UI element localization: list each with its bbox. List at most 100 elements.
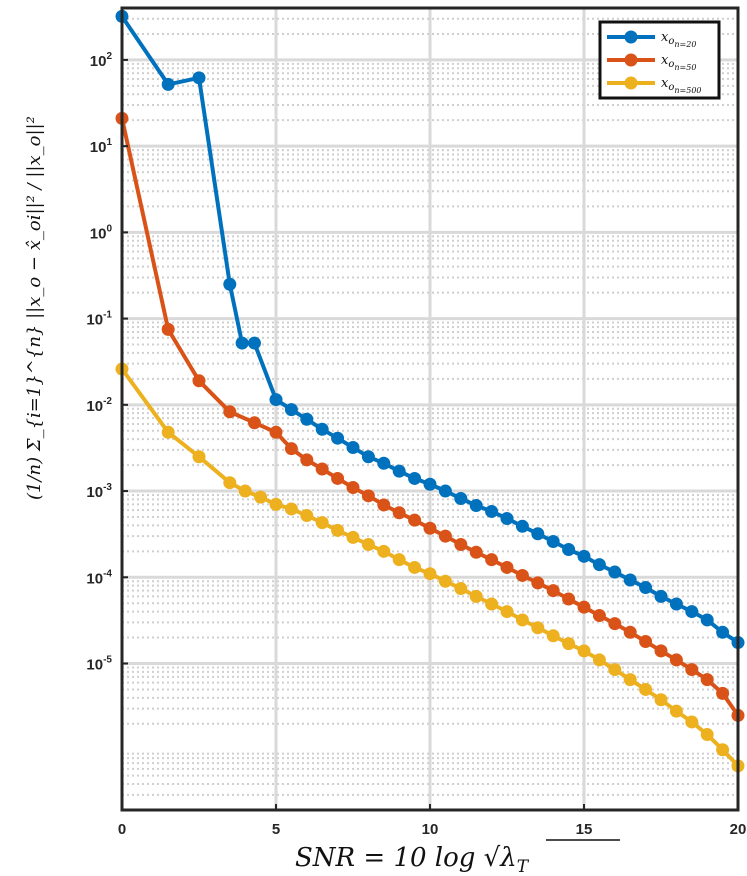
data-point <box>161 425 175 439</box>
data-point <box>235 336 249 350</box>
data-point <box>531 527 545 541</box>
data-point <box>592 653 606 667</box>
data-point <box>608 565 622 579</box>
legend-swatch-marker <box>624 53 638 67</box>
data-point <box>500 560 514 574</box>
data-point <box>531 576 545 590</box>
x-axis-ticks: 0 5 10 15 20 <box>118 804 747 838</box>
data-point <box>315 516 329 530</box>
data-point <box>639 634 653 648</box>
y-tick-label: 10-5 <box>86 655 112 674</box>
y-axis-label-text: (1/n) Σ_{i=1}^{n} ||x_o − x̂_oi||² / ||x… <box>24 116 45 500</box>
y-tick-label: 10-4 <box>86 568 112 587</box>
data-point <box>469 589 483 603</box>
data-point <box>515 519 529 533</box>
data-point <box>546 584 560 598</box>
data-point <box>716 686 730 700</box>
data-point <box>346 480 360 494</box>
data-point <box>608 617 622 631</box>
data-point <box>438 484 452 498</box>
data-point <box>639 581 653 595</box>
legend-swatch-marker <box>624 30 638 44</box>
data-point <box>315 422 329 436</box>
data-point <box>300 453 314 467</box>
data-point <box>716 625 730 639</box>
x-tick-label: 20 <box>730 821 747 838</box>
data-point <box>608 663 622 677</box>
series-1 <box>115 9 745 650</box>
x-tick-label: 5 <box>272 821 280 838</box>
data-point <box>454 582 468 596</box>
data-point <box>531 621 545 635</box>
data-point <box>654 693 668 707</box>
data-point <box>546 629 560 643</box>
data-point <box>361 537 375 551</box>
data-point <box>223 476 237 490</box>
data-point <box>454 537 468 551</box>
svg-text:SNR = 10 log √λT: SNR = 10 log √λT <box>295 843 530 876</box>
data-point <box>700 673 714 687</box>
series-2 <box>115 111 745 722</box>
data-point <box>269 425 283 439</box>
data-point <box>469 545 483 559</box>
data-point <box>669 597 683 611</box>
data-point <box>716 743 730 757</box>
data-point <box>485 553 499 567</box>
data-point <box>408 560 422 574</box>
data-point <box>392 553 406 567</box>
data-point <box>331 471 345 485</box>
data-point <box>377 456 391 470</box>
x-axis-label-text: SNR = 10 log √λ <box>295 843 517 873</box>
data-point <box>515 613 529 627</box>
x-tick-label: 0 <box>118 821 126 838</box>
y-tick-label: 10-2 <box>86 396 112 415</box>
data-point <box>562 542 576 556</box>
data-point <box>562 637 576 651</box>
data-point <box>685 605 699 619</box>
y-tick-label: 101 <box>90 137 113 156</box>
data-point <box>247 416 261 430</box>
data-point <box>315 462 329 476</box>
data-point <box>500 512 514 526</box>
data-point <box>500 605 514 619</box>
data-point <box>361 450 375 464</box>
data-point <box>423 567 437 581</box>
data-point <box>669 653 683 667</box>
data-point <box>192 374 206 388</box>
series-layer <box>115 9 745 773</box>
data-point <box>685 663 699 677</box>
y-tick-label: 102 <box>90 51 113 70</box>
data-point <box>454 491 468 505</box>
data-point <box>423 477 437 491</box>
legend-label: xon=500 <box>661 76 702 95</box>
y-axis-ticks: 102 101 100 10-1 10-2 10-3 10-4 10-5 <box>86 51 128 674</box>
data-point <box>392 506 406 520</box>
data-point <box>192 450 206 464</box>
x-tick-label: 15 <box>576 821 593 838</box>
data-point <box>485 597 499 611</box>
data-point <box>408 513 422 527</box>
data-point <box>623 673 637 687</box>
legend-label: xon=20 <box>661 30 696 49</box>
data-point <box>700 613 714 627</box>
data-point <box>562 592 576 606</box>
y-tick-label: 100 <box>90 223 113 242</box>
data-point <box>192 71 206 85</box>
data-point <box>408 471 422 485</box>
data-point <box>669 704 683 718</box>
data-point <box>469 498 483 512</box>
data-point <box>485 504 499 518</box>
x-axis-label: SNR = 10 log √λT <box>295 839 620 876</box>
data-point <box>423 521 437 535</box>
data-point <box>377 498 391 512</box>
data-point <box>254 490 268 504</box>
major-grid <box>122 8 738 810</box>
data-point <box>300 509 314 523</box>
data-point <box>546 534 560 548</box>
data-point <box>247 336 261 350</box>
data-point <box>284 502 298 516</box>
data-point <box>377 544 391 558</box>
legend-swatch-marker <box>624 76 638 90</box>
y-axis-label: (1/n) Σ_{i=1}^{n} ||x_o − x̂_oi||² / ||x… <box>24 116 45 500</box>
